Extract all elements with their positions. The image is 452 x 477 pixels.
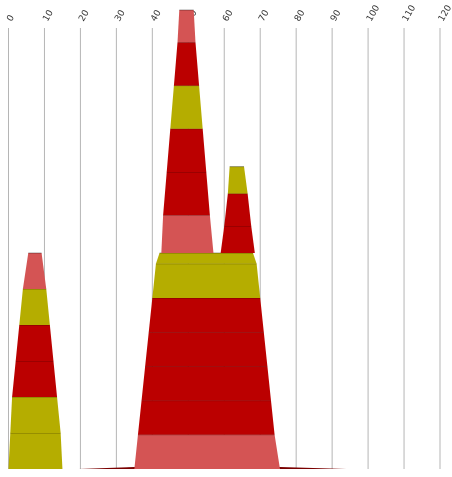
x-tick-label-0: 0 — [5, 13, 17, 23]
layer-left-3 — [12, 361, 58, 397]
layer-center-5 — [148, 298, 264, 333]
layer-left-5 — [19, 289, 50, 325]
x-tick-label-110: 110 — [401, 3, 418, 23]
x-tick-label-20: 20 — [77, 8, 92, 23]
x-tick-label-30: 30 — [113, 8, 128, 23]
layer-center-4 — [145, 332, 268, 367]
layer-center-right-peak-3 — [227, 166, 248, 194]
stack-center-left-peak — [161, 9, 214, 253]
layer-left-6 — [22, 253, 47, 289]
layer-center-1 — [134, 434, 280, 469]
stack-center — [134, 252, 280, 469]
x-tick-label-90: 90 — [329, 8, 344, 23]
layer-center-7 — [155, 253, 257, 264]
x-tick-label-40: 40 — [149, 8, 164, 23]
layer-center-left-peak-4 — [170, 85, 203, 129]
layer-center-3 — [141, 366, 271, 401]
layer-center-left-peak-3 — [166, 128, 207, 172]
layer-center-left-peak-1 — [161, 215, 214, 253]
layer-center-right-peak-2 — [224, 193, 252, 226]
layer-center-left-peak-6 — [177, 10, 196, 43]
x-tick-label-120: 120 — [437, 3, 452, 23]
layer-center-6 — [152, 263, 261, 298]
layer-center-2 — [137, 400, 275, 435]
stack-center-right-peak — [220, 166, 255, 253]
x-tick-label-60: 60 — [221, 8, 236, 23]
layer-left-2 — [10, 397, 61, 433]
x-tick-label-10: 10 — [41, 8, 56, 23]
layer-left-4 — [15, 325, 54, 361]
layer-left-1 — [8, 433, 63, 469]
x-tick-label-70: 70 — [257, 8, 272, 23]
stacked-peaks — [8, 9, 347, 469]
x-axis-tick-labels: 0102030405060708090100110120 — [5, 3, 452, 23]
layer-center-right-peak-1 — [220, 226, 255, 253]
layer-center-left-peak-5 — [173, 42, 200, 86]
x-tick-label-100: 100 — [365, 3, 382, 23]
layer-center-left-peak-2 — [163, 172, 210, 216]
x-tick-label-80: 80 — [293, 8, 308, 23]
stack-left — [8, 252, 63, 469]
